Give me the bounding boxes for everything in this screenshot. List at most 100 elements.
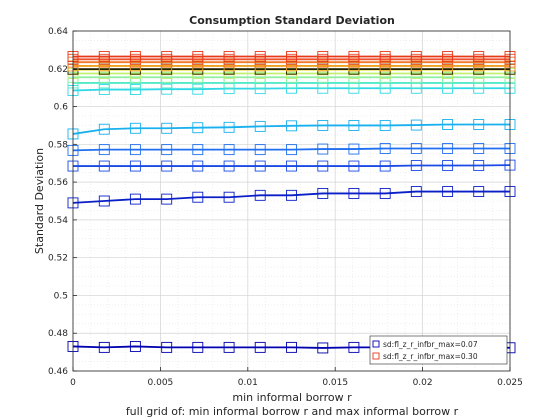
series-line [72, 147, 510, 152]
data-point-marker [223, 341, 235, 353]
figure-footnote: full grid of: min informal borrow r and … [126, 405, 459, 418]
data-point-marker [379, 187, 391, 199]
x-tick-label: 0.025 [497, 378, 523, 388]
data-point-marker [98, 84, 110, 96]
data-point-marker [317, 187, 329, 199]
data-point-marker [98, 51, 110, 62]
data-point-marker [317, 51, 329, 62]
data-point-marker [348, 187, 360, 199]
y-tick-label: 0.64 [48, 27, 68, 37]
data-point-marker [473, 143, 485, 154]
data-point-marker [192, 122, 204, 134]
data-point-marker [410, 143, 422, 154]
data-point-marker [473, 186, 485, 198]
legend-marker [372, 352, 380, 360]
data-point-marker [317, 143, 329, 155]
data-point-marker [129, 144, 141, 156]
data-point-marker [348, 143, 360, 155]
data-point-marker [254, 189, 266, 201]
y-axis-ticks: 0.46 0.48 0.5 0.52 0.54 0.56 0.58 0.6 0.62 0.64 [48, 27, 77, 377]
data-point-marker [317, 160, 329, 172]
data-point-marker [161, 51, 173, 62]
data-point-marker [442, 51, 454, 62]
series-5 [67, 119, 516, 140]
x-tick-label: 0.01 [238, 378, 258, 388]
data-point-marker [223, 144, 235, 156]
x-tick-label: 0.005 [148, 378, 174, 388]
data-point-marker [473, 51, 485, 62]
series-3 [67, 159, 516, 172]
data-point-marker [442, 186, 454, 198]
data-point-marker [348, 119, 360, 131]
data-point-marker [129, 51, 141, 62]
data-point-marker [348, 51, 360, 62]
data-point-marker [254, 144, 266, 156]
data-point-marker [286, 144, 297, 156]
series-4 [67, 143, 516, 156]
data-point-marker [254, 341, 266, 353]
x-tick-label: 0.02 [413, 378, 433, 388]
y-tick-label: 0.6 [54, 103, 69, 113]
data-point-marker [161, 144, 173, 156]
data-point-marker [379, 143, 391, 154]
data-point-marker [192, 51, 204, 62]
data-point-marker [254, 51, 266, 62]
data-point-marker [161, 160, 173, 172]
y-tick-label: 0.54 [48, 216, 68, 226]
legend-box [369, 335, 508, 365]
data-point-marker [410, 186, 422, 198]
y-tick-label: 0.52 [48, 254, 68, 264]
data-point-marker [98, 160, 110, 172]
data-point-marker [192, 144, 204, 156]
data-point-marker [98, 144, 110, 156]
data-point-marker [161, 83, 173, 95]
data-point-marker [286, 160, 297, 172]
data-point-marker [442, 160, 454, 171]
data-point-marker [254, 160, 266, 172]
series-line [72, 123, 510, 135]
data-point-marker [98, 341, 110, 353]
y-axis-label: Standard Deviation [33, 148, 46, 254]
x-axis-ticks: 0 0.005 0.01 0.015 0.02 0.025 [70, 367, 523, 388]
data-point-marker [317, 119, 329, 131]
data-point-marker [192, 191, 204, 203]
data-point-marker [192, 160, 204, 172]
data-point-marker [192, 83, 204, 95]
data-point-marker [129, 340, 141, 352]
data-point-marker [98, 195, 110, 207]
x-axis-label: min informal borrow r [232, 391, 352, 404]
chart-title: Consumption Standard Deviation [189, 14, 395, 27]
legend: sd:fl_z_r_infbr_max=0.07 sd:fl_z_r_infbr_… [369, 335, 508, 365]
data-point-marker [161, 122, 173, 134]
data-point-marker [223, 191, 235, 203]
data-point-marker [379, 51, 391, 62]
data-point-marker [161, 193, 173, 205]
data-point-marker [129, 84, 141, 96]
data-point-marker [254, 120, 266, 132]
y-tick-label: 0.56 [48, 178, 68, 188]
data-point-marker [410, 160, 422, 171]
data-point-marker [286, 120, 297, 132]
y-tick-label: 0.5 [54, 291, 68, 301]
data-point-marker [192, 341, 204, 353]
legend-label: sd:fl_z_r_infbr_max=0.30 [383, 352, 478, 361]
data-point-marker [286, 189, 297, 201]
data-point-marker [379, 119, 391, 131]
legend-marker [372, 340, 380, 348]
data-point-marker [98, 123, 110, 135]
data-point-marker [442, 119, 454, 130]
data-point-marker [286, 341, 297, 353]
data-point-marker [223, 121, 235, 133]
data-point-marker [129, 122, 141, 134]
series-line [72, 190, 510, 204]
data-point-marker [473, 119, 485, 130]
series-2 [67, 186, 516, 209]
x-tick-label: 0.015 [322, 378, 348, 388]
data-point-marker [348, 160, 360, 172]
y-tick-label: 0.58 [48, 140, 68, 150]
data-point-marker [223, 160, 235, 172]
axes-box [72, 30, 511, 372]
y-tick-label: 0.46 [48, 367, 68, 377]
data-point-marker [442, 143, 454, 154]
